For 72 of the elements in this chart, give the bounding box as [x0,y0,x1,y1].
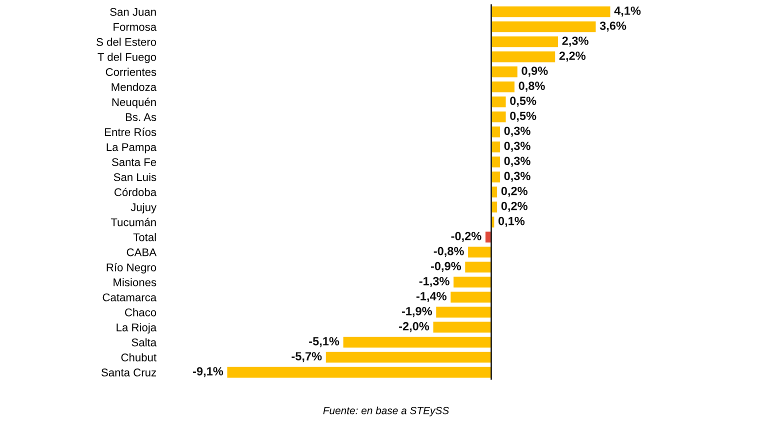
data-label: 0,5% [510,112,536,122]
y-tick-label: Formosa [114,23,157,31]
data-label: 3,6% [600,22,626,32]
data-label: -1,9% [402,307,432,318]
y-tick-label: Santa Cruz [101,368,156,376]
y-tick-label: Neuquén [112,98,156,108]
y-tick-label: Tucumán [110,218,156,226]
bar [326,352,492,363]
data-label: 0,3% [504,172,530,182]
y-tick-label: San Luis [114,172,156,182]
bar [491,81,514,92]
bar [491,36,558,48]
data-label: -9,1% [193,367,224,378]
data-label: 2,3% [562,36,588,47]
bar [468,246,492,258]
data-label: 2,2% [559,52,586,62]
y-tick-label: Catamarca [102,293,157,302]
bar [227,366,492,378]
data-label: 0,2% [501,186,528,197]
bar [433,322,492,333]
y-tick-label: Jujuy [130,203,157,214]
y-tick-label: Salta [132,338,157,346]
bar [491,21,596,32]
y-tick-label: San Juan [110,8,156,16]
bar [491,6,610,18]
y-tick-label: S del Estero [96,38,156,46]
y-tick-label: Total [133,233,156,242]
bar [491,126,500,138]
y-tick-label: La Rioja [116,323,157,334]
bar [465,262,492,273]
data-label: -2,0% [399,322,430,332]
data-label: 0,3% [504,126,530,137]
y-tick-label: T del Fuego [98,52,156,64]
data-label: 0,2% [501,202,528,212]
bar [343,336,492,348]
y-tick-label: Córdoba [114,188,157,196]
data-label: -5,7% [292,352,322,362]
bar [491,142,500,152]
y-tick-label: Entre Ríos [104,128,156,136]
data-label: 0,1% [498,216,525,227]
data-label: 0,8% [518,82,545,92]
bar [491,96,506,108]
data-label: 0,9% [522,66,548,77]
data-label: 0,3% [504,156,530,167]
y-tick-label: Bs. As [126,113,156,122]
bar [491,111,506,122]
data-label: 0,5% [510,96,536,107]
source-note: Fuente: en base a STEySS [323,406,450,416]
y-tick-label: Santa Fe [112,158,156,166]
bar [491,66,518,78]
data-label: -0,9% [430,262,462,272]
data-label: -1,4% [416,292,447,302]
bar [436,306,492,318]
data-label: 4,1% [614,6,641,17]
data-label: -0,8% [434,246,464,257]
y-tick-label: La Pampa [106,143,157,154]
y-tick-label: CABA [126,248,157,256]
data-label: 0,3% [504,142,530,152]
bar [491,51,556,62]
data-label: -5,1% [309,337,340,348]
y-tick-label: Río Negro [106,263,156,274]
data-label: -0,2% [451,232,482,242]
y-tick-label: Corrientes [106,68,156,76]
data-label: -1,3% [419,276,450,288]
bar [450,292,492,303]
y-tick-label: Chubut [121,353,156,362]
bar [454,276,492,288]
y-tick-label: Chaco [125,308,156,316]
bar [491,156,500,168]
y-tick-label: Mendoza [112,82,157,91]
y-tick-label: Misiones [114,278,156,286]
bar [491,172,500,182]
